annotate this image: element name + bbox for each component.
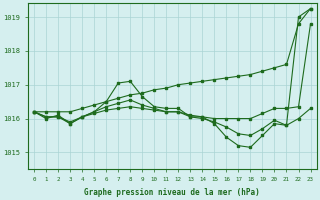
- X-axis label: Graphe pression niveau de la mer (hPa): Graphe pression niveau de la mer (hPa): [84, 188, 260, 197]
